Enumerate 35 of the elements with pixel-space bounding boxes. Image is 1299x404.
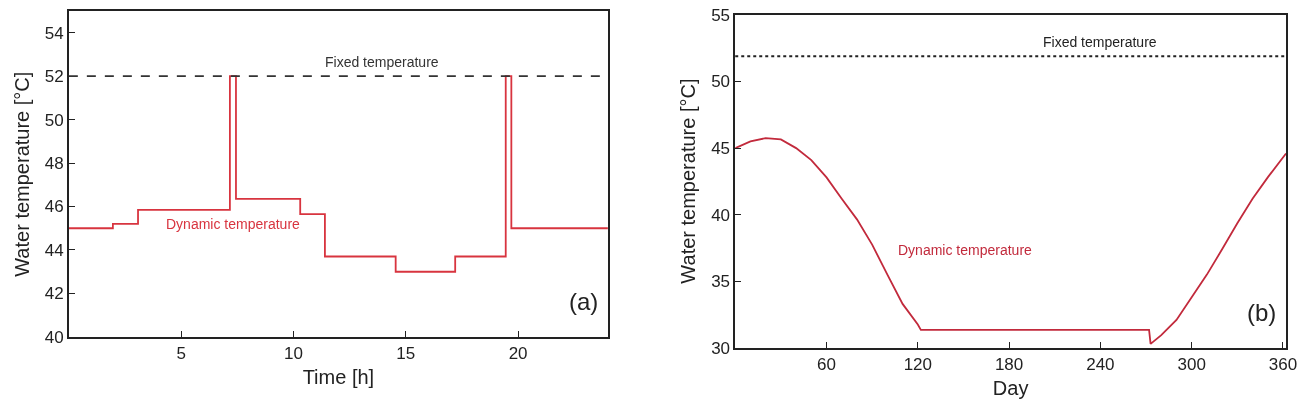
y-tick-label: 46 (44, 197, 64, 217)
y-tick-label: 35 (711, 272, 731, 292)
x-tick-label: 60 (817, 354, 836, 374)
x-tick-label: 240 (1086, 354, 1115, 374)
y-tick-label: 52 (44, 67, 64, 87)
x-axis-title: Time [h] (302, 366, 375, 389)
y-tick-label: 42 (44, 284, 64, 304)
y-tick-label: 44 (44, 240, 64, 260)
y-tick-label: 30 (711, 338, 731, 358)
x-tick-label: 120 (903, 354, 932, 374)
x-tick-label: 5 (176, 344, 186, 364)
x-tick-label: 20 (508, 344, 528, 364)
y-tick-label: 55 (711, 5, 731, 25)
y-tick-label: 40 (711, 205, 731, 225)
y-tick-label: 40 (44, 327, 64, 347)
ref-line-label: Fixed temperature (1043, 34, 1157, 50)
x-tick-label: 360 (1268, 354, 1298, 374)
line-series (735, 137, 1287, 345)
x-tick-label: 180 (994, 354, 1024, 374)
x-axis-title: Day (992, 376, 1029, 399)
y-tick-label: 50 (711, 72, 731, 92)
annotation: Dynamic temperature (898, 242, 1033, 258)
x-tick-label: 15 (396, 344, 416, 364)
annotation: (a) (569, 288, 599, 315)
y-axis-title: Water temperature [°C] (676, 78, 699, 284)
x-tick-label: 300 (1177, 354, 1206, 374)
annotation: (b) (1247, 299, 1277, 326)
annotation: Dynamic temperature (166, 216, 301, 232)
y-axis-title: Water temperature [°C] (10, 71, 33, 277)
y-tick-label: 48 (44, 154, 64, 174)
y-tick-label: 50 (44, 110, 64, 130)
ref-line-label: Fixed temperature (325, 54, 439, 70)
y-tick-label: 45 (711, 139, 731, 159)
x-tick-label: 10 (284, 344, 303, 364)
y-tick-label: 54 (44, 23, 64, 43)
